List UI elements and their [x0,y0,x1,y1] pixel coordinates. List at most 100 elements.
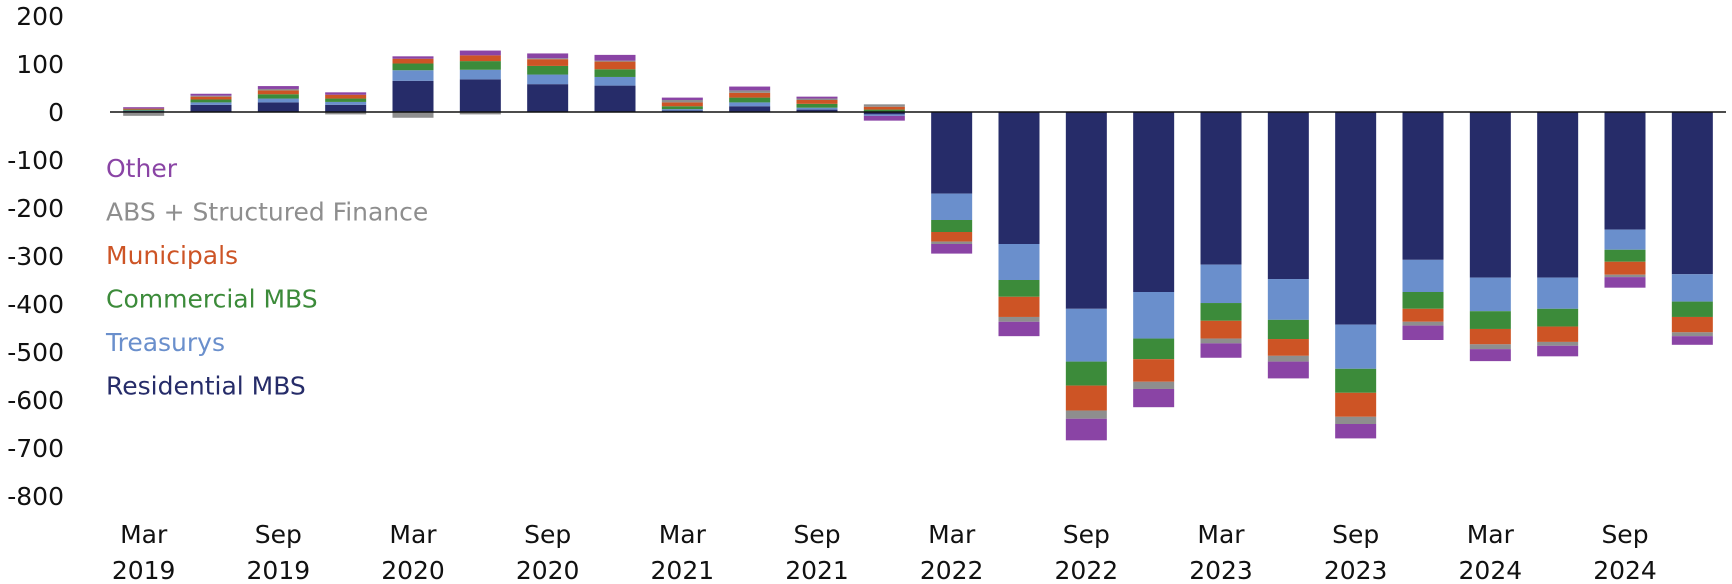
x-tick-label-month: Sep [1332,520,1379,549]
x-tick-label-month: Mar [120,520,168,549]
bar-segment-abs-structured-finance [1604,274,1646,278]
legend-entry: Other [106,154,178,183]
bar-segment-other [1267,361,1309,379]
bar-segment-residential-mbs [527,84,569,112]
y-tick-label: -500 [7,338,64,367]
bar-segment-residential-mbs [1402,112,1444,260]
x-tick-label-month: Sep [255,520,302,549]
bar-segment-residential-mbs [392,80,434,112]
bar-segment-commercial-mbs [594,69,636,77]
bar-segment-treasurys [190,102,232,105]
x-tick-label-month: Sep [1063,520,1110,549]
y-tick-label: -700 [7,434,64,463]
bar-segment-municipals [123,108,165,110]
bar-segment-commercial-mbs [123,109,165,111]
bar-segment-abs-structured-finance [796,98,838,100]
x-tick-label-month: Mar [659,520,707,549]
bar-segment-municipals [931,232,973,242]
x-tick-label-year: 2022 [1055,556,1119,584]
bar-segment-commercial-mbs [190,99,232,103]
y-tick-label: -100 [7,146,64,175]
bar-segment-treasurys [1671,274,1713,302]
x-tick-label-year: 2023 [1189,556,1253,584]
x-axis: Mar 2019 Sep 2019 Mar 2020 Sep 2020 Mar 2021 Sep 20… [112,520,1657,584]
legend: Other ABS + Structured Finance Municipals C… [105,154,428,401]
x-tick-label-year: 2022 [920,556,984,584]
bar-segment-abs-structured-finance [527,58,569,60]
bar-segment-treasurys [257,98,299,103]
bar-segment-abs-structured-finance [1402,321,1444,326]
legend-entry: Treasurys [105,328,225,357]
bar-segment-commercial-mbs [392,63,434,71]
bar-segment-other [190,93,232,96]
bar-segment-other [729,86,771,91]
bar-segment-other [1200,343,1242,358]
bar-segment-treasurys [1200,264,1242,304]
bar-segment-other [1335,424,1377,439]
bar-segment-other [1671,336,1713,345]
bar-segment-residential-mbs [190,104,232,112]
bar-segment-treasurys [796,107,838,110]
bar-segment-residential-mbs [1469,112,1511,278]
bar-segment-residential-mbs [729,106,771,112]
bar-segment-abs-structured-finance [931,241,973,244]
bar-segment-municipals [796,100,838,104]
y-tick-label: -400 [7,290,64,319]
bar-segment-residential-mbs [1537,112,1579,278]
bar-segment-commercial-mbs [1469,311,1511,329]
bar-segment-other [1133,388,1175,408]
bar-segment-treasurys [863,114,905,116]
bar-segment-residential-mbs [863,112,905,115]
bar-segment-treasurys [1267,279,1309,320]
legend-entry: Residential MBS [106,372,306,401]
bar-segment-other [257,86,299,89]
x-tick-label-month: Sep [793,520,840,549]
bar-segment-treasurys [1402,259,1444,292]
x-tick-label-year: 2019 [247,556,311,584]
bar-segment-municipals [1133,359,1175,382]
bar-segment-municipals [863,106,905,110]
bar-segment-other [594,54,636,61]
bar-segment-treasurys [931,193,973,220]
bar-segment-abs-structured-finance [863,104,905,107]
bar-segment-abs-structured-finance [1267,355,1309,362]
bar-segment-abs-structured-finance [1133,381,1175,389]
x-tick-label-year: 2023 [1324,556,1388,584]
bar-segment-commercial-mbs [1267,319,1309,340]
bar-segment-treasurys [1335,324,1377,369]
bar-segment-municipals [1267,339,1309,356]
y-tick-label: -800 [7,482,64,511]
x-tick-label-year: 2024 [1593,556,1657,584]
bar-segment-other [796,96,838,99]
bar-segment-residential-mbs [594,85,636,112]
x-tick-label-year: 2019 [112,556,176,584]
bar-segment-commercial-mbs [998,280,1040,297]
bar-segment-commercial-mbs [1402,292,1444,309]
bar-segment-abs-structured-finance [459,112,501,115]
bar-segment-abs-structured-finance [325,112,367,115]
y-tick-label: 0 [48,98,64,127]
bar-segment-other [527,53,569,59]
bar-segment-municipals [325,94,367,99]
x-tick-label-month: Mar [389,520,437,549]
bar-segment-municipals [190,96,232,100]
bar-segment-abs-structured-finance [1469,344,1511,350]
bar-segment-municipals [594,61,636,70]
bar-segment-other [1065,418,1107,441]
bar-segment-municipals [1671,316,1713,333]
bar-segment-commercial-mbs [527,65,569,75]
bar-segment-abs-structured-finance [729,90,771,93]
bar-segment-abs-structured-finance [1537,341,1579,346]
bar-segment-other [1537,345,1579,357]
x-tick-label-month: Mar [1197,520,1245,549]
bars [123,50,1713,441]
bar-segment-treasurys [1469,277,1511,312]
bar-segment-treasurys [459,69,501,80]
bar-segment-municipals [1335,392,1377,417]
y-axis: 200 100 0 -100 -200 -300 -400 -500 -600 -700 -800 [7,2,64,511]
bar-segment-abs-structured-finance [190,95,232,97]
bar-segment-municipals [998,296,1040,317]
bar-segment-other [863,115,905,121]
bar-segment-municipals [257,90,299,95]
